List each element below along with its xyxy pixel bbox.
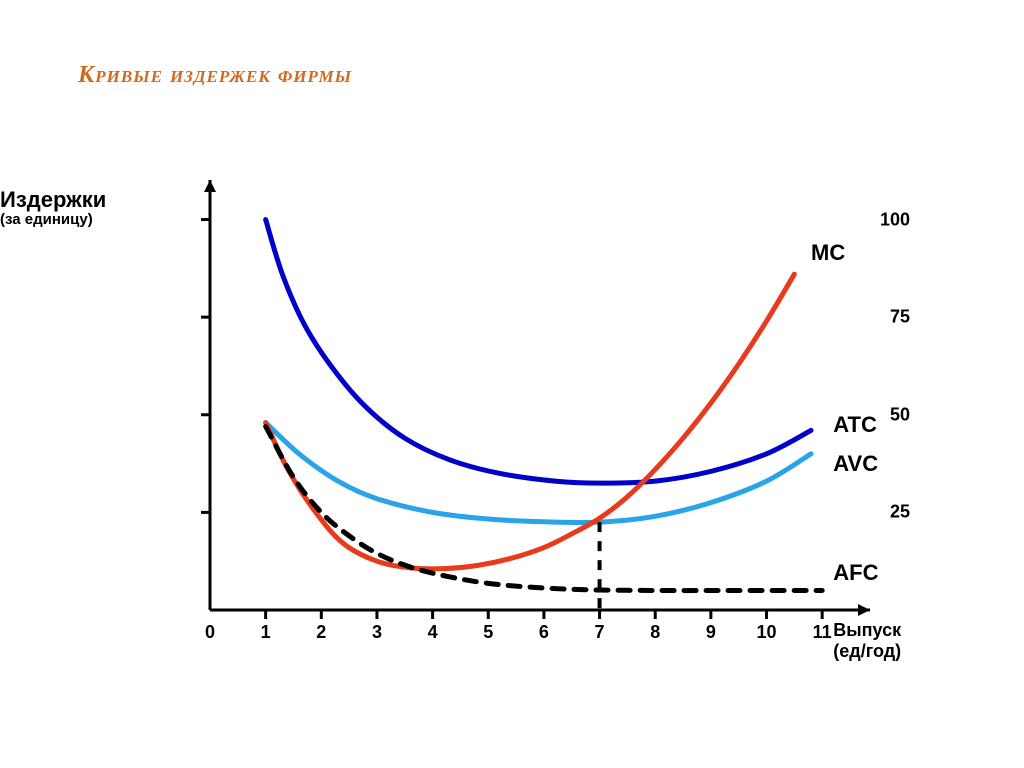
x-tick-1: 1	[261, 622, 271, 643]
curve-label-mc: MC	[811, 240, 845, 266]
x-tick-9: 9	[706, 622, 716, 643]
x-tick-0: 0	[205, 622, 215, 643]
y-axis-label-top: Издержки	[0, 188, 106, 212]
y-tick-75: 75	[864, 307, 910, 328]
slide-title: Кривые издержек фирмы	[78, 62, 352, 89]
y-axis-label-bottom: (за единицу)	[0, 212, 106, 229]
y-axis-label: Издержки (за единицу)	[0, 188, 106, 229]
curve-label-atc: ATC	[833, 412, 877, 438]
x-tick-3: 3	[372, 622, 382, 643]
x-tick-6: 6	[539, 622, 549, 643]
y-tick-25: 25	[864, 502, 910, 523]
x-tick-11: 11	[813, 622, 832, 643]
chart-svg	[150, 190, 910, 660]
curve-label-afc: AFC	[833, 560, 878, 586]
x-tick-8: 8	[650, 622, 660, 643]
y-tick-100: 100	[864, 209, 910, 230]
x-tick-10: 10	[757, 622, 777, 643]
curve-label-avc: AVC	[833, 451, 878, 477]
x-tick-5: 5	[483, 622, 493, 643]
x-axis-label: Выпуск (ед/год)	[833, 620, 910, 662]
slide: Кривые издержек фирмы Издержки (за едини…	[0, 0, 1024, 768]
x-tick-4: 4	[428, 622, 438, 643]
x-tick-7: 7	[595, 622, 605, 643]
cost-curves-chart: 01234567891011 255075100 MCATCAVCAFC Вып…	[150, 190, 910, 660]
x-tick-2: 2	[316, 622, 326, 643]
